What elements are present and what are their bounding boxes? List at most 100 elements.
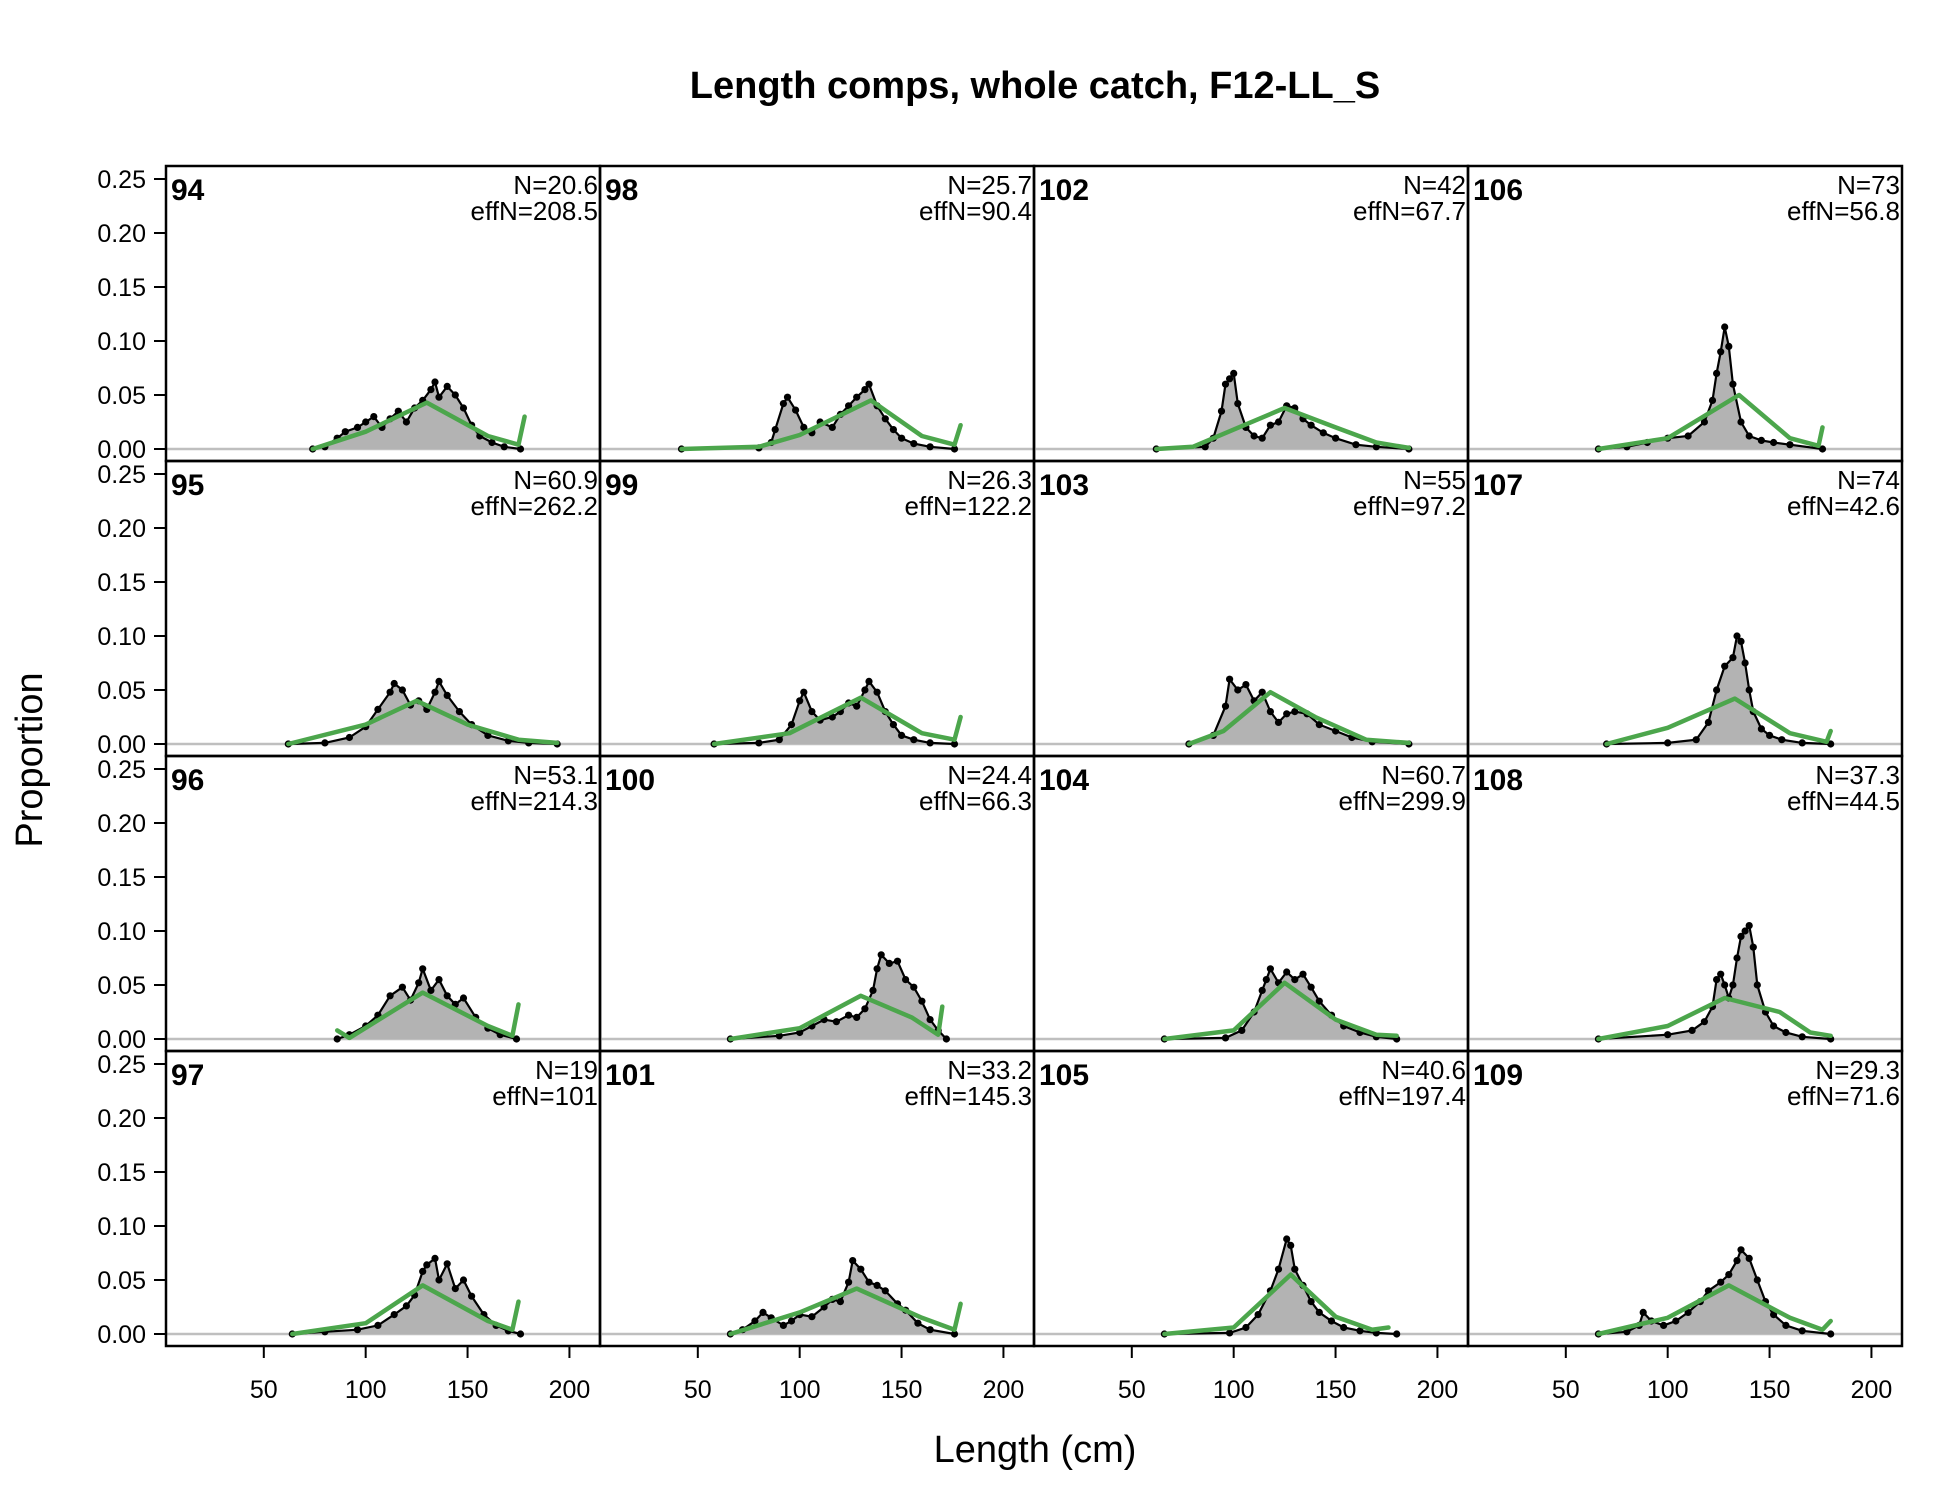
observed-point: [431, 688, 439, 696]
observed-point: [1729, 654, 1737, 662]
observed-point: [950, 445, 959, 453]
observed-point: [796, 697, 804, 705]
expected-curve: [286, 698, 560, 747]
observed-point: [341, 428, 349, 436]
observed-point: [1258, 434, 1266, 442]
panel-plot-area: [1468, 922, 1902, 1043]
observed-point: [873, 965, 881, 973]
observed-point: [362, 418, 370, 426]
y-tick-label: 0.20: [97, 810, 146, 838]
panel-plot-area: [600, 677, 1034, 748]
panel-effn-label: effN=97.2: [1353, 491, 1466, 521]
observed-point: [398, 686, 406, 694]
expected-curve: [310, 400, 527, 452]
observed-area: [681, 384, 955, 449]
panel-year-label: 109: [1473, 1059, 1523, 1092]
panel-year-label: 99: [605, 469, 638, 502]
panel-year-label: 100: [605, 764, 655, 797]
observed-point: [865, 380, 873, 388]
observed-point: [942, 1035, 951, 1043]
panel-effn-label: effN=56.8: [1787, 196, 1900, 226]
observed-point: [775, 736, 783, 744]
observed-point: [1770, 1022, 1778, 1030]
expected-curve: [290, 1283, 521, 1337]
panel-plot-area: [600, 380, 1034, 453]
observed-point: [1274, 718, 1283, 727]
expected-curve: [334, 990, 521, 1041]
y-tick-label: 0.20: [97, 1105, 146, 1133]
x-axis-title: Length (cm): [934, 1429, 1137, 1471]
observed-point: [926, 739, 934, 747]
x-tick-label: 200: [1851, 1376, 1893, 1404]
observed-point: [857, 1265, 865, 1273]
y-tick-label: 0.00: [97, 1026, 146, 1054]
observed-point: [390, 1311, 398, 1319]
panel-effn-label: effN=42.6: [1787, 491, 1900, 521]
observed-point: [1737, 932, 1745, 941]
observed-point: [1226, 375, 1234, 383]
observed-point: [853, 1013, 861, 1022]
panel-n-label: N=53.1: [513, 760, 598, 790]
observed-point: [853, 393, 861, 401]
observed-point: [1319, 429, 1327, 437]
panel-n-label: N=60.9: [513, 465, 598, 495]
panel-year-label: 108: [1473, 764, 1523, 797]
x-tick-label: 200: [983, 1376, 1025, 1404]
observed-point: [443, 691, 451, 700]
observed-point: [800, 423, 808, 431]
panel-n-label: N=20.6: [513, 170, 598, 200]
y-axis-title: Proportion: [9, 672, 51, 847]
observed-point: [1291, 976, 1299, 984]
observed-point: [402, 418, 410, 426]
observed-point: [759, 1308, 767, 1316]
observed-point: [755, 739, 763, 747]
x-tick-label: 100: [1647, 1376, 1689, 1404]
panel-n-label: N=24.4: [947, 760, 1032, 790]
observed-point: [1221, 380, 1230, 388]
observed-point: [1274, 418, 1283, 426]
observed-point: [451, 1285, 459, 1293]
panel-effn-label: effN=90.4: [919, 196, 1032, 226]
panel-effn-label: effN=208.5: [471, 196, 598, 226]
x-tick-label: 50: [1552, 1376, 1580, 1404]
panel-year-label: 102: [1039, 174, 1089, 207]
observed-point: [435, 393, 443, 401]
observed-point: [423, 1261, 431, 1269]
observed-point: [1737, 637, 1745, 646]
expected-curve: [1596, 995, 1833, 1042]
observed-point: [1262, 976, 1270, 984]
panel-plot-area: [1468, 323, 1902, 453]
observed-point: [1757, 725, 1765, 733]
observed-point: [1332, 434, 1340, 442]
observed-area: [730, 954, 947, 1039]
observed-point: [1757, 436, 1765, 444]
observed-point: [808, 708, 816, 716]
panel-plot-area: [600, 1257, 1034, 1338]
observed-point: [1721, 981, 1729, 989]
observed-point: [865, 677, 873, 686]
observed-point: [1733, 1257, 1741, 1265]
panel-effn-label: effN=145.3: [905, 1081, 1032, 1111]
observed-point: [1745, 922, 1753, 930]
observed-point: [484, 731, 492, 740]
observed-point: [1753, 1276, 1761, 1284]
observed-point: [1717, 970, 1725, 978]
panel-effn-label: effN=262.2: [471, 491, 598, 521]
observed-point: [516, 1330, 525, 1338]
observed-point: [1664, 739, 1672, 747]
observed-point: [1782, 1321, 1790, 1329]
expected-curve: [1162, 1272, 1391, 1337]
observed-area: [714, 681, 955, 744]
observed-point: [1254, 1311, 1262, 1319]
observed-point: [1226, 675, 1234, 683]
observed-point: [1221, 702, 1230, 710]
observed-point: [1741, 659, 1749, 667]
observed-point: [1327, 1317, 1336, 1325]
observed-point: [1741, 927, 1749, 935]
observed-point: [1700, 1018, 1708, 1026]
